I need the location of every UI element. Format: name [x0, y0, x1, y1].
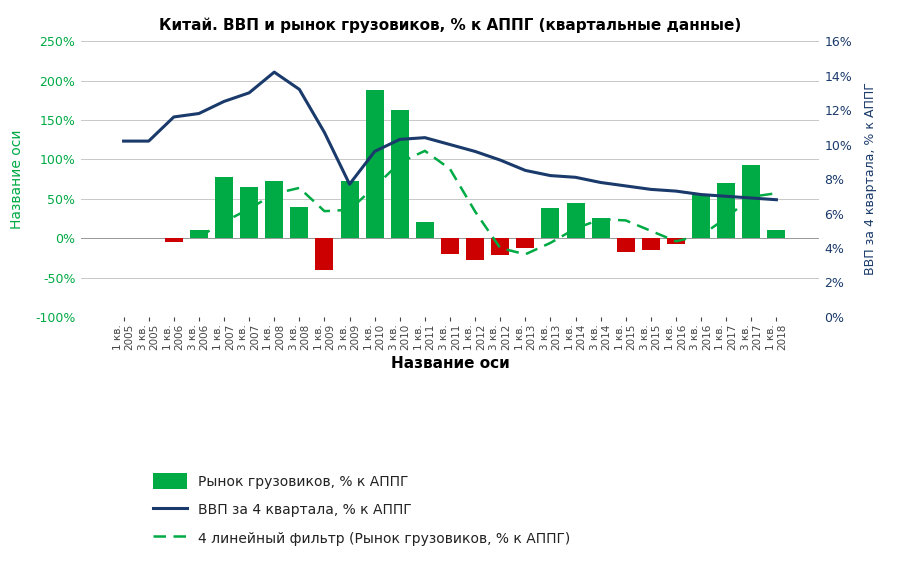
X-axis label: Название оси: Название оси	[391, 356, 509, 371]
Bar	[466, 238, 484, 260]
Bar	[340, 181, 358, 238]
Bar	[566, 203, 585, 238]
Bar	[416, 222, 434, 238]
Bar	[768, 230, 786, 238]
Y-axis label: Название оси: Название оси	[10, 129, 24, 229]
Bar	[591, 218, 609, 238]
Bar	[742, 165, 760, 238]
Bar	[441, 238, 459, 254]
Bar	[240, 187, 258, 238]
Bar	[190, 230, 208, 238]
Bar	[391, 110, 409, 238]
Bar	[215, 177, 233, 238]
Bar	[266, 181, 284, 238]
Title: Китай. ВВП и рынок грузовиков, % к АППГ (квартальные данные): Китай. ВВП и рынок грузовиков, % к АППГ …	[159, 18, 741, 33]
Bar	[517, 238, 535, 248]
Legend: Рынок грузовиков, % к АППГ, ВВП за 4 квартала, % к АППГ, 4 линейный фильтр (Рыно: Рынок грузовиков, % к АППГ, ВВП за 4 ква…	[147, 467, 576, 552]
Bar	[692, 195, 710, 238]
Bar	[642, 238, 660, 250]
Bar	[291, 207, 309, 238]
Bar	[616, 238, 634, 252]
Bar	[165, 238, 183, 242]
Bar	[717, 183, 735, 238]
Y-axis label: ВВП за 4 квартала, % к АППГ: ВВП за 4 квартала, % к АППГ	[863, 83, 877, 275]
Bar	[365, 90, 383, 238]
Bar	[491, 238, 509, 255]
Bar	[315, 238, 334, 269]
Bar	[667, 238, 685, 244]
Bar	[542, 208, 560, 238]
